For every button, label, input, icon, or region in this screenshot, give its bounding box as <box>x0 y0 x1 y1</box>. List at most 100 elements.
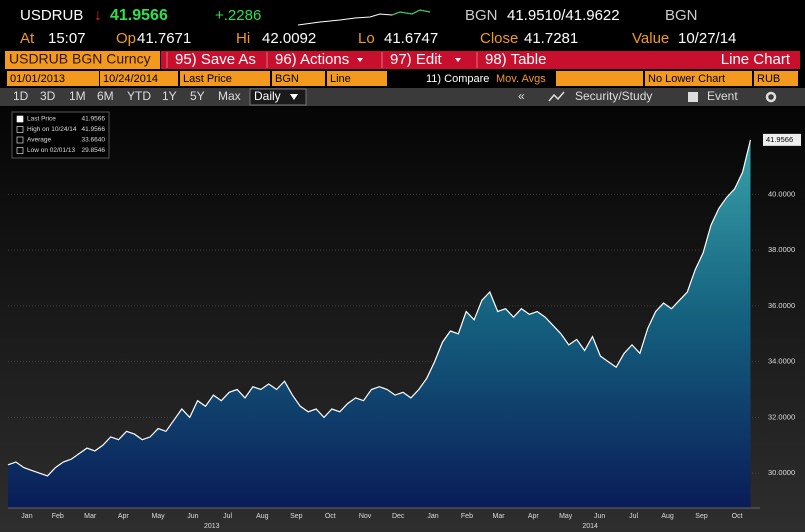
source: BGN <box>465 7 498 24</box>
range-button[interactable]: 1D <box>13 89 29 103</box>
quote-value: 41.7671 <box>137 30 191 47</box>
net-change: +.2286 <box>215 7 261 24</box>
legend-key <box>16 136 24 144</box>
x-tick-label: Aug <box>256 513 269 520</box>
range-button[interactable]: YTD <box>127 89 151 103</box>
field-text[interactable]: Last Price <box>183 73 232 85</box>
legend-value: 29.8546 <box>82 147 106 154</box>
x-tick-label: Dec <box>392 513 405 520</box>
x-tick-label: Jun <box>594 513 605 520</box>
y-tick-label: 32.0000 <box>768 412 795 421</box>
x-tick-label: Mar <box>493 513 506 520</box>
quote-value: 41.6747 <box>384 30 438 47</box>
x-tick-label: Oct <box>325 513 336 520</box>
x-tick-label: May <box>151 513 165 520</box>
field-text[interactable]: 01/01/2013 <box>10 73 65 85</box>
y-tick-label: 34.0000 <box>768 357 795 366</box>
quote-label: Lo <box>358 30 375 47</box>
collapse[interactable]: « <box>518 89 525 103</box>
y-tick-label: 40.0000 <box>768 189 795 198</box>
field-text[interactable]: Line <box>330 73 351 85</box>
legend-box <box>11 111 110 159</box>
quote-label: Value <box>632 30 669 47</box>
quote-value: 42.0092 <box>262 30 316 47</box>
range-button[interactable]: Max <box>218 89 241 103</box>
field[interactable] <box>754 71 798 86</box>
range-button[interactable]: 6M <box>97 89 114 103</box>
field-text[interactable]: BGN <box>275 73 299 85</box>
sparkline-up <box>391 9 431 16</box>
quote-label: Close <box>480 30 518 47</box>
legend-key <box>16 126 24 133</box>
security-box[interactable] <box>5 51 160 69</box>
field <box>556 71 643 86</box>
field-text[interactable]: RUB <box>757 73 780 85</box>
field[interactable] <box>327 71 387 86</box>
field[interactable] <box>645 71 752 86</box>
field[interactable] <box>100 71 178 86</box>
source: BGN <box>665 7 698 24</box>
legend-key <box>16 115 24 123</box>
x-tick-label: Sep <box>695 513 708 520</box>
menu-item[interactable]: 97) Edit <box>390 51 443 68</box>
last-price: 41.9566 <box>110 7 168 24</box>
field[interactable] <box>7 71 99 86</box>
quote-value: 15:07 <box>48 30 86 47</box>
legend-label: Low on 02/01/13 <box>27 147 75 154</box>
legend-label: High on 10/24/14 <box>27 126 77 133</box>
range-button[interactable]: 1M <box>69 89 86 103</box>
range-button[interactable]: 3D <box>40 89 56 103</box>
security[interactable]: USDRUB BGN Curncy <box>9 51 151 67</box>
event-icon <box>688 92 698 102</box>
bid-ask: 41.9510/41.9622 <box>507 7 620 24</box>
legend-label: Last Price <box>27 116 56 123</box>
x-tick-label: Mar <box>84 513 97 520</box>
range-button[interactable]: 1Y <box>162 89 177 103</box>
legend-value: 41.9566 <box>82 116 106 123</box>
year-label: 2013 <box>204 523 220 530</box>
x-tick-label: Jul <box>629 513 638 520</box>
y-tick-label: 30.0000 <box>768 468 795 477</box>
field[interactable] <box>180 71 270 86</box>
x-tick-label: Feb <box>52 513 64 520</box>
menu-item[interactable]: 95) Save As <box>175 51 256 68</box>
x-tick-label: May <box>559 513 573 520</box>
dropdown-arrow <box>357 58 363 62</box>
legend-label: Average <box>27 137 51 144</box>
quote-value: 10/27/14 <box>678 30 736 47</box>
x-tick-label: Aug <box>661 513 674 520</box>
period[interactable]: Daily <box>254 89 281 103</box>
x-tick-label: Apr <box>528 513 540 520</box>
range-button[interactable]: 5Y <box>190 89 205 103</box>
x-tick-label: Jul <box>223 513 232 520</box>
menu-bar <box>161 51 800 69</box>
tool-button[interactable]: Event <box>707 89 738 103</box>
x-tick-label: Nov <box>359 513 372 520</box>
area-fill <box>8 139 751 508</box>
x-tick-label: Oct <box>732 513 743 520</box>
tool-button[interactable]: Security/Study <box>575 89 652 103</box>
price-line <box>7 139 752 477</box>
settings-icon[interactable] <box>765 91 777 103</box>
field-text[interactable]: No Lower Chart <box>648 73 725 85</box>
dropdown-arrow <box>455 58 461 62</box>
field-text[interactable]: 11) Compare <box>426 73 489 85</box>
year-label: 2014 <box>582 523 598 530</box>
quote-value: 41.7281 <box>524 30 578 47</box>
field-text[interactable]: 10/24/2014 <box>103 73 158 85</box>
field[interactable] <box>272 71 325 86</box>
ticker: USDRUB <box>20 7 83 24</box>
menu-item[interactable]: 96) Actions <box>275 51 349 68</box>
direction-arrow: ↓ <box>94 7 102 24</box>
period-select[interactable] <box>249 88 307 106</box>
quote-label: At <box>20 30 35 47</box>
view-name: Line Chart <box>721 51 791 68</box>
y-tick-label: 36.0000 <box>768 301 795 310</box>
x-tick-label: Sep <box>290 513 303 520</box>
menu-item[interactable]: 98) Table <box>485 51 546 68</box>
x-tick-label: Jan <box>21 513 32 520</box>
x-tick-label: Apr <box>118 513 130 520</box>
field-text[interactable]: Mov. Avgs <box>496 73 546 85</box>
